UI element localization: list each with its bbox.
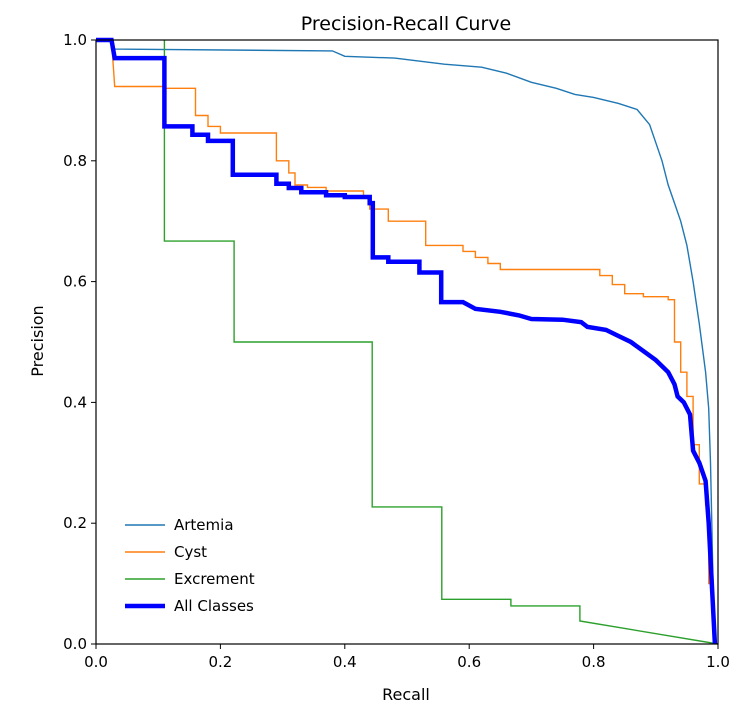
x-axis-label: Recall: [382, 685, 430, 704]
y-tick-label: 1.0: [63, 31, 87, 49]
plot-frame: [95, 39, 719, 645]
legend-label-artemia: Artemia: [174, 516, 234, 534]
series-line-all-classes: [96, 37, 718, 645]
plot-lines: [96, 37, 719, 645]
legend-label-excrement: Excrement: [174, 570, 255, 588]
legend-label-cyst: Cyst: [174, 543, 207, 561]
y-tick-label: 0.8: [63, 152, 87, 170]
y-tick-label: 0.0: [63, 635, 87, 653]
x-tick-label: 0.4: [333, 653, 357, 671]
y-tick-label: 0.6: [63, 273, 87, 291]
series-line-excrement: [163, 40, 719, 645]
y-tick-label: 0.2: [63, 514, 87, 532]
series-line-artemia: [96, 39, 716, 645]
y-axis-label: Precision: [28, 305, 47, 376]
chart-title: Precision-Recall Curve: [301, 13, 511, 35]
axis-ticks: 0.0 0.2 0.4 0.6 0.8 1.0 0.0 0.2 0.4 0.6 0.8 1.0: [63, 31, 730, 671]
x-tick-label: 0.2: [208, 653, 232, 671]
y-tick-label: 0.4: [63, 393, 87, 411]
x-tick-label: 0.0: [84, 653, 108, 671]
legend-label-all-classes: All Classes: [174, 597, 254, 615]
legend: Artemia Cyst Excrement All Classes: [125, 516, 255, 615]
x-tick-label: 0.6: [457, 653, 481, 671]
series-line-cyst: [96, 39, 716, 645]
x-tick-label: 0.8: [582, 653, 606, 671]
x-tick-label: 1.0: [706, 653, 730, 671]
